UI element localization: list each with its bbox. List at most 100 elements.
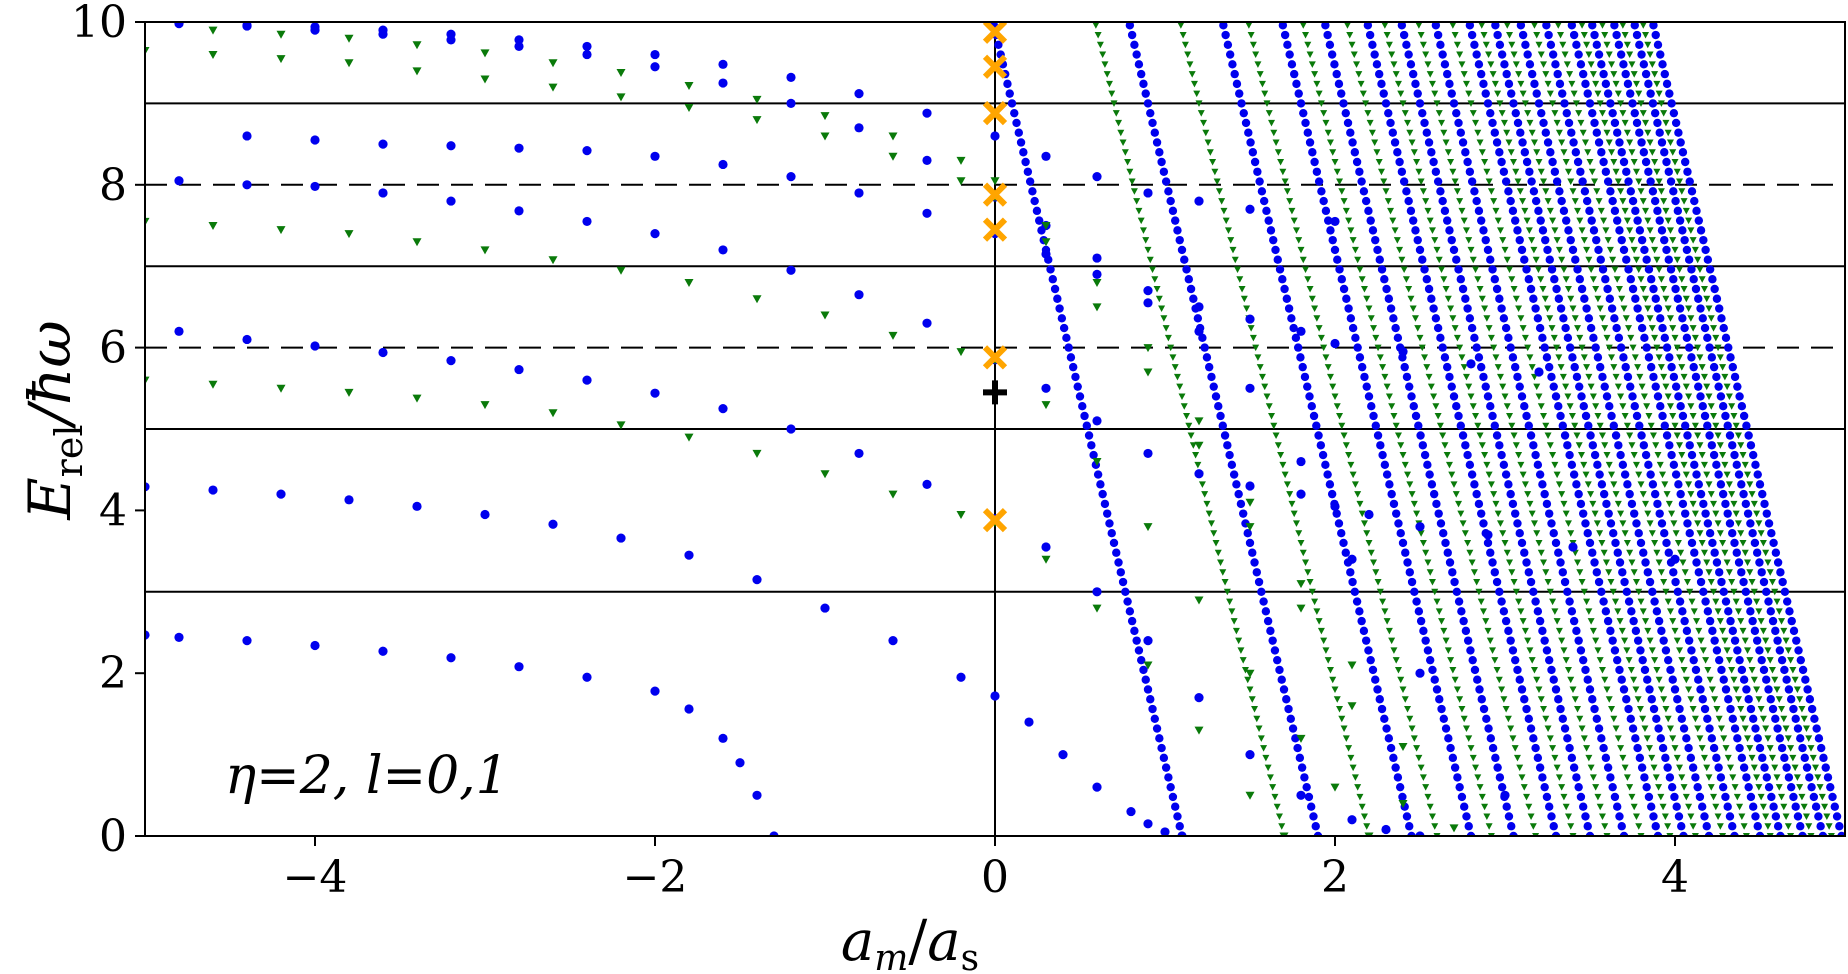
branch-point [1540,11,1548,19]
branch-triangle [1519,198,1527,205]
branch-point [1710,284,1719,294]
branch-triangle [1648,149,1656,156]
branch-point [1286,714,1296,723]
branch-triangle [1714,520,1722,527]
branch-triangle [1518,774,1526,781]
branch-point [1811,802,1821,811]
branch-triangle [1700,373,1708,381]
branch-point [1535,323,1545,333]
branch-triangle [1342,442,1350,449]
branch-point [1611,431,1621,440]
data-point-circle [1347,815,1357,825]
branch-triangle [1657,569,1665,576]
branch-point [1555,79,1565,89]
branch-point [1540,489,1549,499]
branch-triangle [1456,344,1464,352]
branch-triangle [1678,188,1686,195]
branch-triangle [1501,393,1509,400]
data-point-triangle [1330,783,1340,792]
branch-point [1792,636,1801,645]
branch-triangle [1462,373,1470,381]
branch-point [1759,577,1769,587]
branch-point [1694,294,1703,303]
branch-point [1654,616,1664,626]
branch-triangle [1388,51,1396,59]
branch-triangle [1598,315,1606,322]
branch-triangle [1705,305,1713,313]
branch-triangle [1662,295,1670,303]
branch-triangle [1643,735,1651,742]
branch-point [1295,753,1305,763]
branch-triangle [1507,725,1515,733]
branch-triangle [1286,198,1294,205]
branch-point [1420,118,1429,128]
branch-point [1777,655,1787,665]
branch-point [1511,362,1520,372]
branch-point [1339,284,1349,294]
branch-triangle [1506,412,1514,420]
branch-point [1582,196,1592,206]
branch-point [1350,587,1360,596]
branch-triangle [1632,461,1640,469]
branch-triangle [1655,784,1663,791]
branch-triangle [1660,579,1668,586]
branch-triangle [1576,334,1584,342]
branch-point [1606,2,1614,10]
branch-point [1751,812,1760,821]
branch-triangle [1512,61,1520,68]
data-point-triangle [1041,401,1051,410]
branch-point [1325,480,1335,489]
branch-point [1764,597,1773,606]
branch-triangle [1453,334,1461,342]
branch-triangle [1732,422,1740,430]
branch-triangle [1674,539,1682,547]
branch-point [1454,411,1463,421]
branch-point [1522,157,1532,167]
branch-triangle [1508,569,1516,576]
branch-point [1415,245,1425,255]
branch-point [1645,577,1655,587]
branch-point [1385,480,1394,489]
branch-triangle [1637,188,1645,195]
branch-point [1193,314,1203,323]
branch-triangle [1144,246,1152,254]
branch-triangle [1737,706,1745,713]
branch-point [1681,509,1690,518]
branch-triangle [1753,510,1761,518]
branch-triangle [1315,618,1323,625]
branch-triangle [1219,569,1227,576]
data-point-circle [650,62,660,72]
branch-point [1297,763,1307,772]
branch-point [1168,792,1178,802]
branch-point [1432,685,1442,694]
branch-triangle [1771,764,1779,772]
branch-point [1152,138,1162,147]
branch-point [1609,528,1618,538]
branch-triangle [1299,22,1307,29]
branch-point [1524,568,1534,577]
branch-triangle [1402,276,1410,283]
branch-triangle [1628,237,1636,244]
branch-point [1643,675,1652,684]
steep-branches [989,2,1845,836]
branch-triangle [1115,119,1123,127]
branch-point [1470,40,1479,49]
branch-triangle [1358,510,1366,518]
branch-point [1647,11,1655,19]
branch-point [1507,822,1516,831]
branch-point [1542,353,1552,362]
branch-triangle [1469,403,1477,410]
branch-point [1386,743,1396,753]
data-point-circle [769,831,779,836]
branch-point [1651,294,1660,303]
branch-point [1522,704,1531,714]
branch-point [1619,685,1629,694]
branch-triangle [1648,325,1656,332]
branch-triangle [1585,754,1593,762]
branch-point [1733,734,1742,743]
branch-point [1603,284,1612,294]
branch-triangle [1580,354,1588,361]
branch-triangle [1571,696,1579,703]
branch-point [1003,79,1012,89]
branch-triangle [1128,178,1136,186]
